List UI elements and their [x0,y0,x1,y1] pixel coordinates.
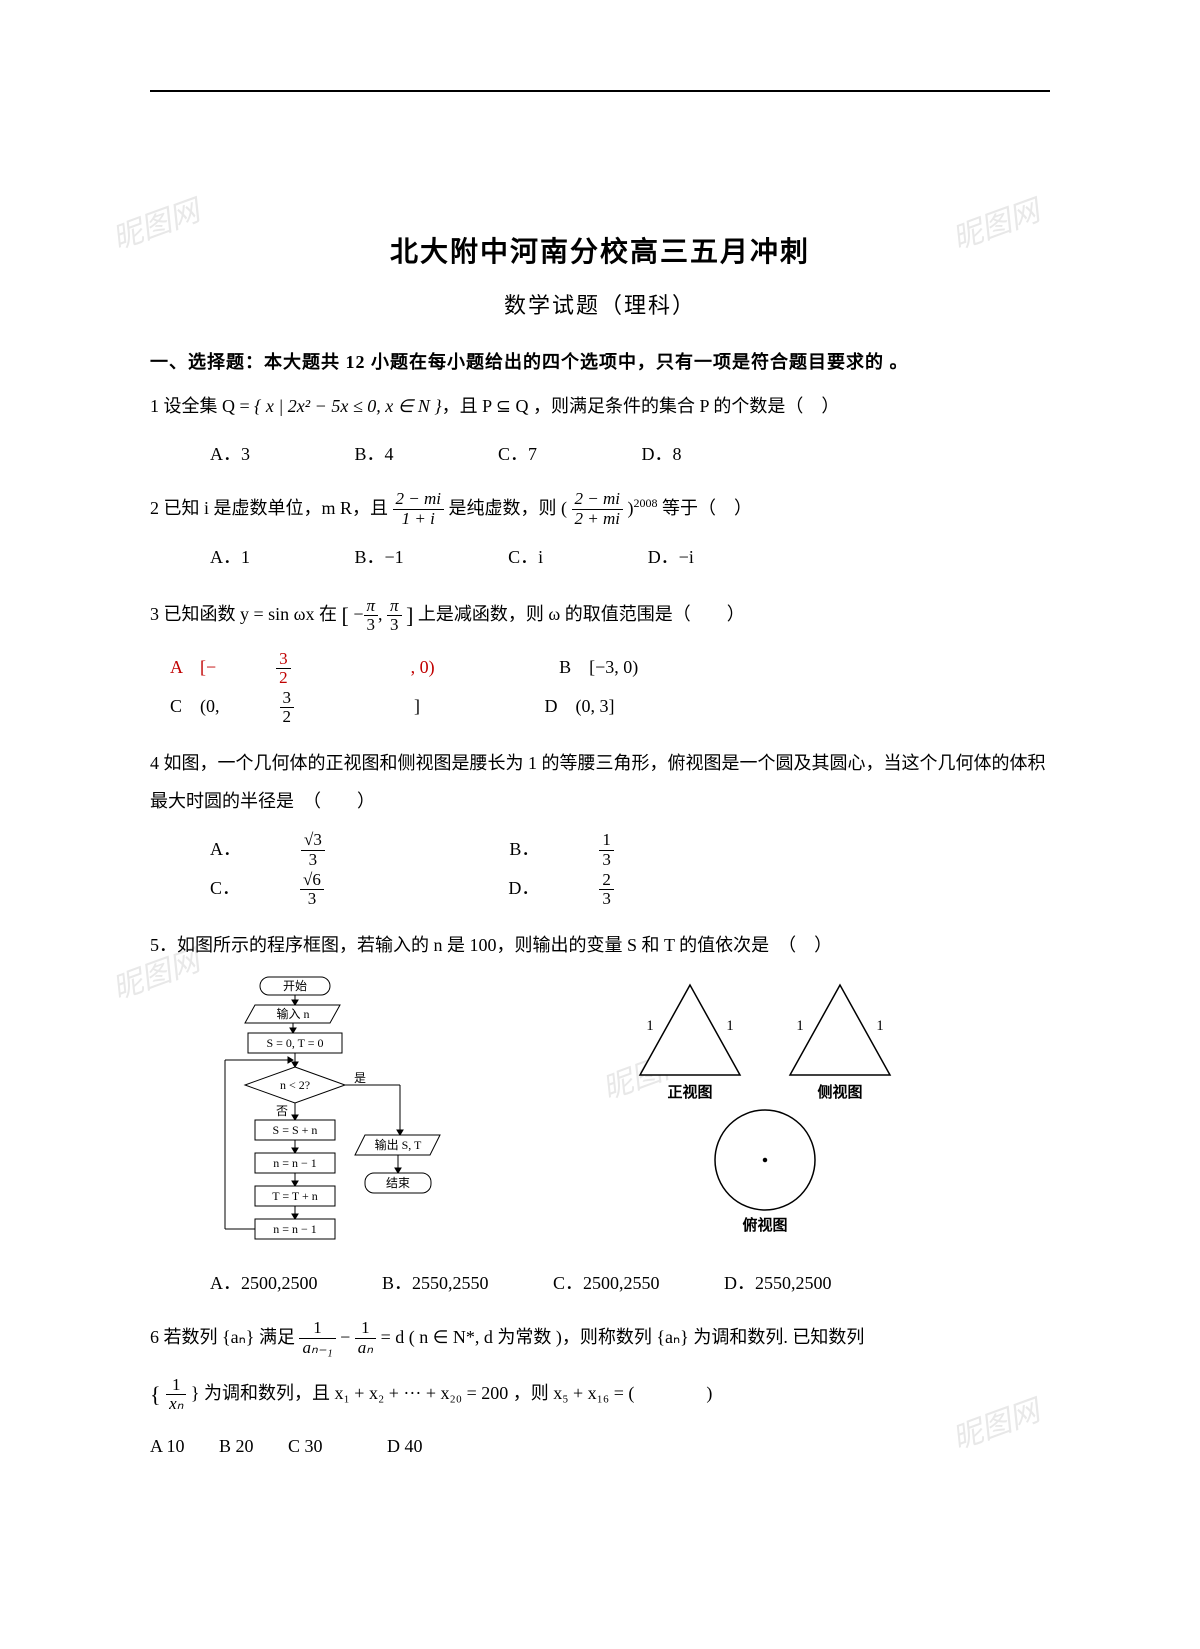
svg-text:1: 1 [796,1018,804,1034]
svg-text:S = S + n: S = S + n [273,1123,318,1137]
svg-text:n = n − 1: n = n − 1 [273,1222,317,1236]
svg-text:正视图: 正视图 [667,1083,712,1101]
q5-opt-c: C．2500,2550 [553,1265,660,1301]
svg-text:n < 2?: n < 2? [280,1078,310,1092]
q6-text-b: = d ( n ∈ N*, d 为常数 )，则称数列 {aₙ} 为调和数列. 已… [381,1327,865,1347]
q6-text-a: 6 若数列 {aₙ} 满足 [150,1327,299,1347]
svg-text:侧视图: 侧视图 [817,1083,862,1101]
q6-opt-b: B 20 [219,1428,254,1464]
q2-opt-c: C．i [508,539,543,575]
q3-f1: π3 [364,597,379,635]
q4-opt-a: A．√33 [210,831,445,870]
q5-opt-d: D．2550,2500 [724,1265,832,1301]
q5-opt-b: B．2550,2550 [382,1265,489,1301]
q3-text-b: 上是减函数，则 ω 的取值范围是（ ） [418,604,745,624]
q5-opt-a: A．2500,2500 [210,1265,318,1301]
q6-minus: − [340,1327,355,1347]
q3-f2: π3 [387,597,402,635]
q6-text-c-post: } 为调和数列，且 x₁ + x₂ + ··· + x₂₀ = 200 ，则 x… [191,1383,712,1403]
q3-opt-c: C (0, 32] [170,688,480,727]
q2-opt-a: A．1 [210,539,250,575]
q1-text-b: ，且 P ⊆ Q ，则满足条件的集合 P 的个数是（ ） [442,396,840,416]
q1-options: A．3 B．4 C．7 D．8 [150,436,1050,472]
q2-text-b: 是纯虚数，则 ( [449,498,572,518]
q1-opt-a: A．3 [210,436,250,472]
q6-opt-c: C 30 [288,1428,323,1464]
svg-text:是: 是 [354,1071,366,1085]
q1-text-a: 1 设全集 Q = [150,396,254,416]
q1-set: { x | 2x² − 5x ≤ 0, x ∈ N } [254,396,441,416]
q6-f2: 1aₙ [355,1319,376,1357]
q6-f3: 1xₙ [166,1376,186,1414]
svg-text:n = n − 1: n = n − 1 [273,1156,317,1170]
question-6-line1: 6 若数列 {aₙ} 满足 1aₙ₋₁ − 1aₙ = d ( n ∈ N*, … [150,1319,1050,1358]
question-5: 5．如图所示的程序框图，若输入的 n 是 100，则输出的变量 S 和 T 的值… [150,927,1050,965]
svg-text:开始: 开始 [283,979,307,993]
svg-text:输入 n: 输入 n [276,1006,309,1021]
exam-page: 北大附中河南分校高三五月冲刺 数学试题（理科） 一、选择题：本大题共 12 小题… [150,120,1050,1482]
question-1: 1 设全集 Q = { x | 2x² − 5x ≤ 0, x ∈ N }，且 … [150,388,1050,426]
q4-opt-b: B．13 [509,831,734,870]
question-4: 4 如图，一个几何体的正视图和侧视图是腰长为 1 的等腰三角形，俯视图是一个圆及… [150,745,1050,821]
question-6-line2: { 1xₙ } 为调和数列，且 x₁ + x₂ + ··· + x₂₀ = 20… [150,1372,1050,1418]
question-2: 2 已知 i 是虚数单位，m R，且 2 − mi1 + i 是纯虚数，则 ( … [150,490,1050,529]
question-3: 3 已知函数 y = sin ωx 在 [ −π3, π3 ] 上是减函数，则 … [150,593,1050,639]
q2-exp: 2008 [633,496,657,510]
svg-text:俯视图: 俯视图 [742,1216,787,1234]
q1-opt-d: D．8 [642,436,682,472]
q5-options: A．2500,2500 B．2550,2550 C．2500,2550 D．25… [150,1265,1050,1301]
q3-options: A [−32, 0) B [−3, 0) C (0, 32] D (0, 3] [150,649,1050,727]
q6-opt-d: D 40 [387,1428,423,1464]
q2-options: A．1 B．−1 C．i D．−i [150,539,1050,575]
q2-frac1: 2 − mi1 + i [393,490,444,528]
page-title: 北大附中河南分校高三五月冲刺 [150,230,1050,270]
q3-text-a: 3 已知函数 y = sin ωx 在 [150,604,342,624]
svg-text:1: 1 [726,1018,734,1034]
q3-opt-d: D (0, 3] [545,688,615,724]
q3-opt-b: B [−3, 0) [559,649,638,685]
section-heading: 一、选择题：本大题共 12 小题在每小题给出的四个选项中，只有一项是符合题目要求… [150,348,1050,374]
q2-opt-b: B．−1 [355,539,404,575]
svg-text:1: 1 [646,1018,654,1034]
q2-text-d: 等于（ ） [662,498,752,518]
geometry-views-diagram: 1 1 正视图 1 1 侧视图 俯视图 [610,975,930,1235]
page-subtitle: 数学试题（理科） [150,288,1050,320]
svg-text:S = 0, T = 0: S = 0, T = 0 [266,1036,323,1050]
q6-options: A 10 B 20 C 30 D 40 [150,1428,1050,1464]
page-horizontal-rule [150,90,1050,92]
svg-text:1: 1 [876,1018,884,1034]
flowchart-diagram: 开始 输入 n S = 0, T = 0 n < 2? 是 否 S = S + … [200,975,460,1255]
svg-text:结束: 结束 [386,1176,410,1190]
svg-text:否: 否 [276,1104,288,1118]
q4-opt-c: C．√63 [210,870,444,909]
q2-opt-d: D．−i [648,539,694,575]
q6-brace-l: { [150,1382,166,1407]
q6-opt-a: A 10 [150,1428,185,1464]
q1-opt-c: C．7 [498,436,537,472]
q6-f1: 1aₙ₋₁ [299,1319,335,1357]
q2-frac2: 2 − mi2 + mi [572,490,623,528]
svg-text:T = T + n: T = T + n [272,1189,318,1203]
q4-opt-d: D．23 [508,870,734,909]
q4-options: A．√33 B．13 C．√63 D．23 [150,831,1050,909]
q3-opt-a: A [−32, 0) [170,649,495,688]
q5-diagrams: 开始 输入 n S = 0, T = 0 n < 2? 是 否 S = S + … [150,975,1050,1255]
q1-opt-b: B．4 [355,436,394,472]
q2-text-a: 2 已知 i 是虚数单位，m R，且 [150,498,393,518]
svg-text:输出 S, T: 输出 S, T [375,1137,422,1152]
